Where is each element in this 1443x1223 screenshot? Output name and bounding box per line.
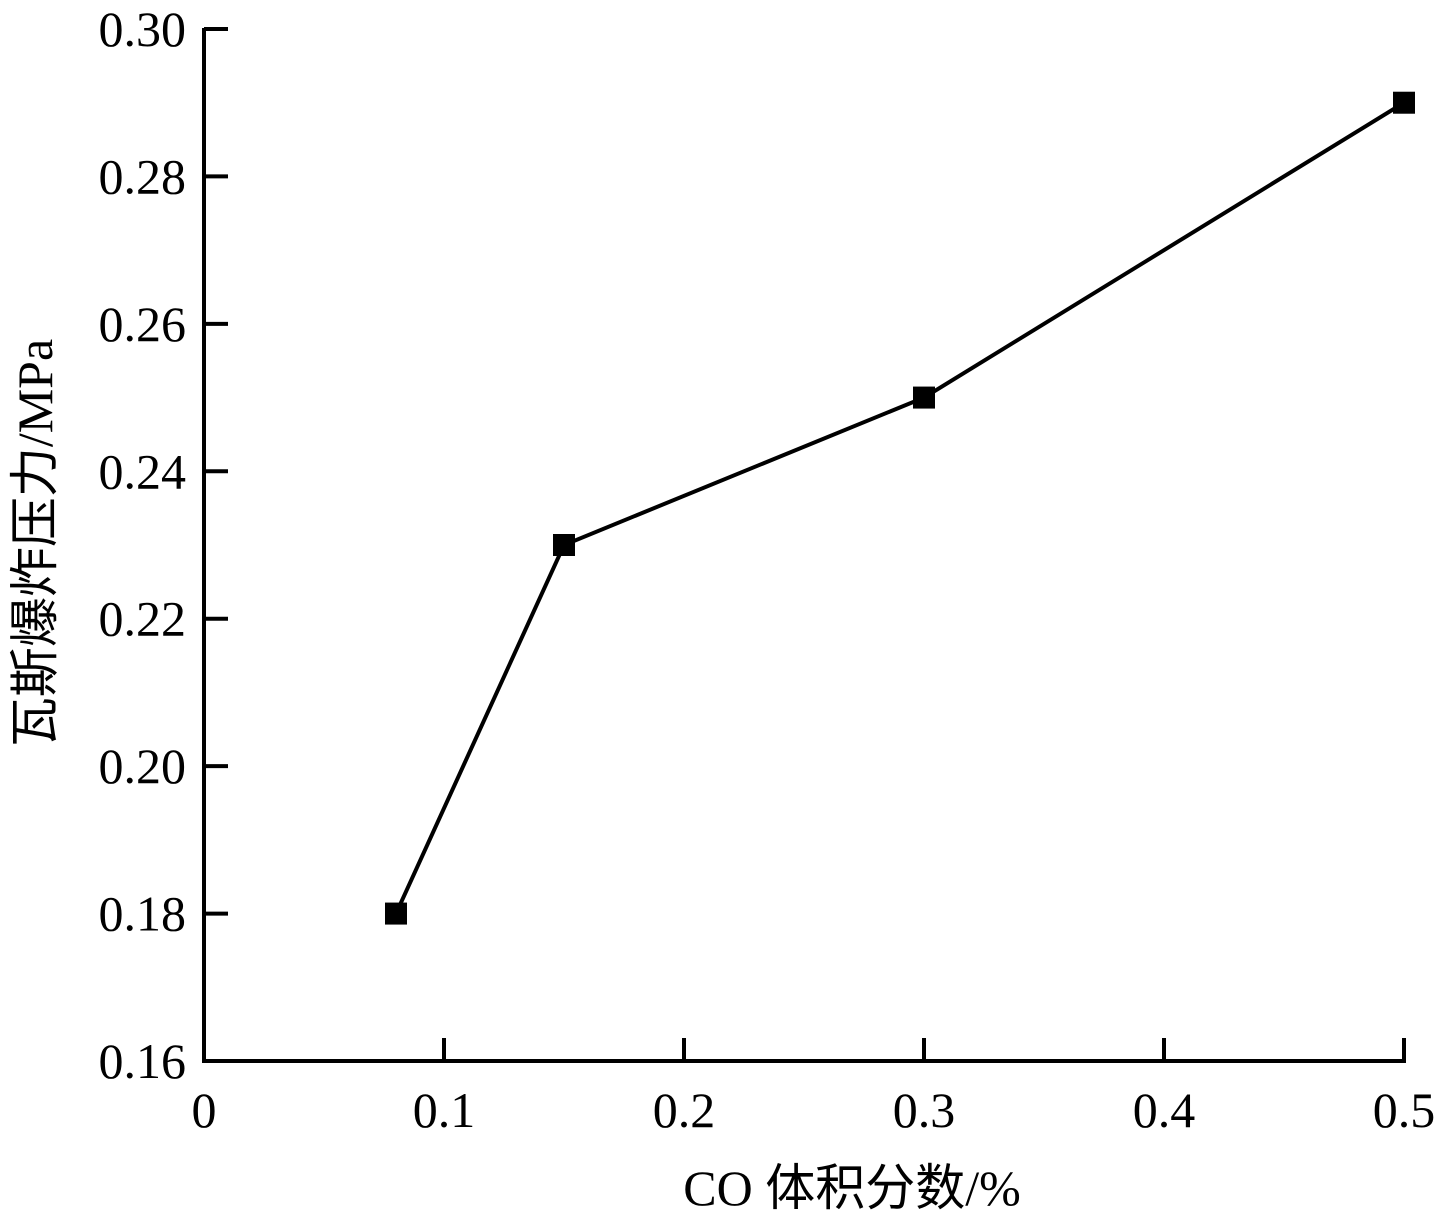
y-tick-label: 0.22	[99, 591, 187, 647]
y-tick-label: 0.16	[99, 1033, 187, 1089]
x-axis-title: CO 体积分数/%	[683, 1160, 1021, 1216]
square-marker	[385, 902, 407, 925]
data-series	[385, 91, 1415, 925]
x-tick-label: 0	[192, 1082, 217, 1138]
square-marker	[913, 386, 935, 409]
y-axis-ticks: 0.16 0.18 0.20 0.22 0.24 0.26 0.28 0.30	[99, 1, 228, 1089]
y-tick-label: 0.30	[99, 1, 187, 57]
x-tick-label: 0.3	[893, 1082, 956, 1138]
square-marker	[1393, 91, 1415, 114]
x-tick-label: 0.2	[653, 1082, 716, 1138]
y-axis-title: 瓦斯爆炸压力/MPa	[7, 339, 63, 747]
square-marker	[553, 534, 575, 556]
x-tick-label: 0.5	[1373, 1082, 1436, 1138]
y-tick-label: 0.26	[99, 296, 187, 352]
y-tick-label: 0.28	[99, 148, 187, 204]
x-tick-label: 0.4	[1133, 1082, 1196, 1138]
y-tick-label: 0.18	[99, 886, 187, 942]
series-line	[394, 101, 1406, 915]
x-tick-label: 0.1	[413, 1082, 476, 1138]
axes	[202, 28, 1406, 1063]
y-tick-label: 0.20	[99, 738, 187, 794]
x-axis-ticks: 0 0.1 0.2 0.3 0.4 0.5	[192, 1038, 1436, 1138]
y-tick-label: 0.24	[99, 443, 187, 499]
